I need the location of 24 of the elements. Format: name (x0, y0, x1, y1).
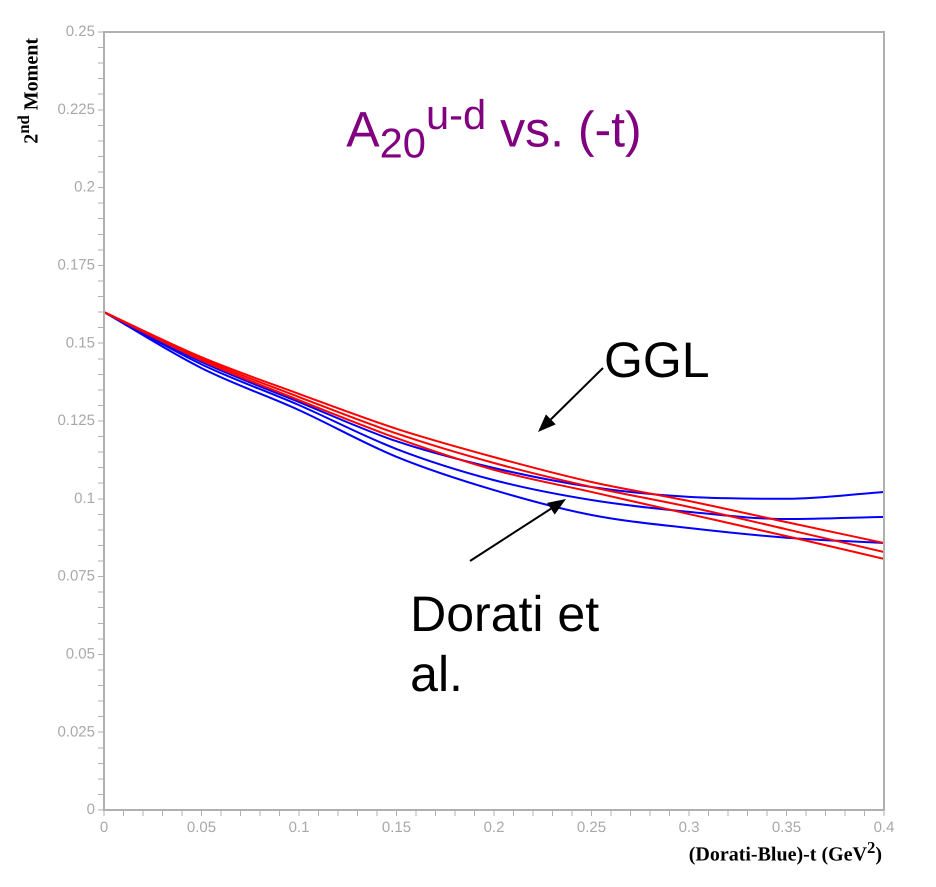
x-tick-label: 0.1 (288, 819, 310, 836)
y-tick-label: 0.1 (74, 490, 95, 507)
y-tick-label: 0.175 (57, 256, 95, 274)
x-tick-label: 0 (100, 819, 108, 836)
x-tick-label: 0.3 (678, 819, 700, 836)
x-axis-title: (Dorati-Blue)-t (GeV$^{2}$) (688, 838, 882, 867)
x-tick-label: 0.4 (874, 819, 894, 836)
x-tick-label: 0.15 (382, 819, 412, 836)
x-tick-label: 0.25 (576, 819, 606, 836)
y-tick-label: 0.075 (57, 568, 95, 585)
y-tick-label: 0.25 (66, 23, 95, 40)
y-tick-label: 0.225 (57, 100, 95, 118)
text: A$_{20}$$^{u-d}$ vs. (-t) (345, 91, 643, 167)
annotation: Dorati et al. (410, 584, 600, 704)
x-tick-label: 0.05 (186, 819, 216, 836)
x-tick-label: 0.35 (772, 819, 802, 836)
y-tick-label: 0.125 (57, 412, 95, 430)
x-tick-label: 0.2 (484, 819, 504, 836)
y-tick-label: 0.2 (74, 178, 95, 196)
y-tick-label: 0.05 (66, 646, 95, 663)
annotation: GGL (604, 331, 711, 390)
y-tick-label: 0 (86, 801, 95, 818)
y-tick-label: 0.15 (66, 334, 95, 352)
y-tick-label: 0.025 (57, 723, 95, 740)
